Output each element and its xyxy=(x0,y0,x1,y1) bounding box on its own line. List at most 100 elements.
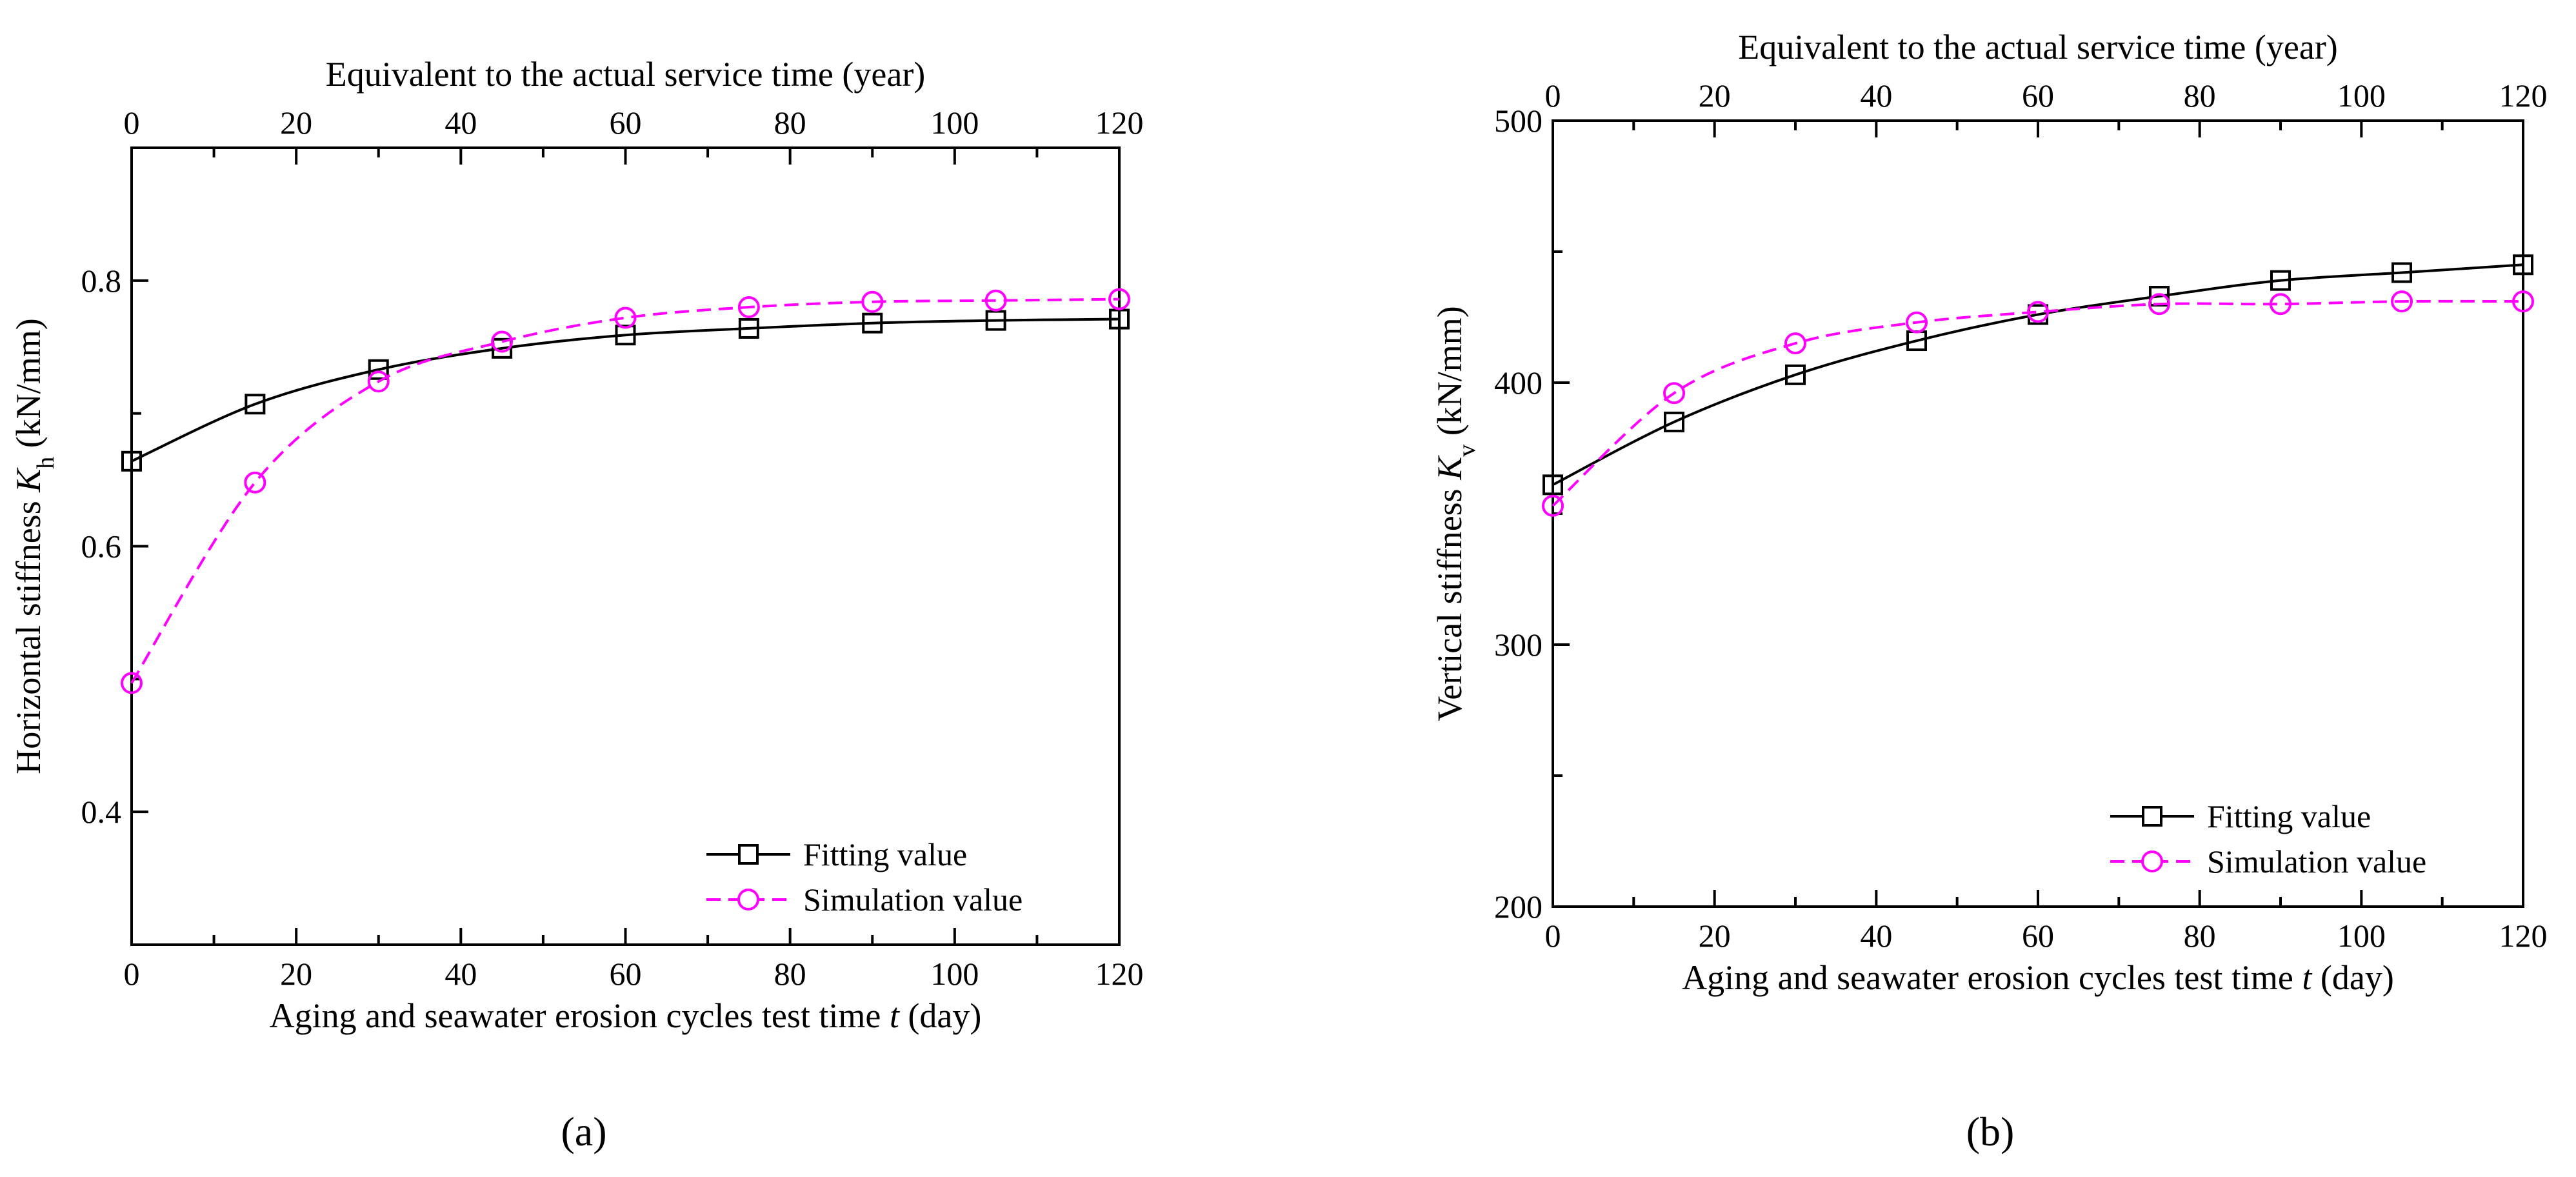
x-tick-label: 20 xyxy=(280,956,312,992)
legend-marker-simulation xyxy=(737,889,759,910)
x-axis-title-part: (day) xyxy=(2311,958,2393,997)
plot-frame xyxy=(130,146,1121,946)
y-tick-label: 0.4 xyxy=(81,794,122,830)
series-line-fitting xyxy=(1552,263,2524,487)
data-point-fitting xyxy=(368,359,389,380)
data-point-simulation xyxy=(737,296,760,318)
x-tick-label: 60 xyxy=(2022,918,2054,954)
x-axis-title: Aging and seawater erosion cycles test t… xyxy=(270,996,982,1035)
data-point-simulation xyxy=(1784,332,1806,355)
legend-marker-simulation xyxy=(2141,850,2163,872)
x-tick-label: 60 xyxy=(610,956,642,992)
data-point-simulation xyxy=(984,289,1007,312)
data-point-simulation xyxy=(367,370,390,393)
legend-label-simulation: Simulation value xyxy=(2207,843,2426,880)
x2-tick-label: 0 xyxy=(1545,77,1561,114)
series-line-simulation xyxy=(130,297,1120,684)
x-axis-title-part: Aging and seawater erosion cycles test t… xyxy=(270,996,890,1035)
y-axis-title-part: (kN/mm) xyxy=(9,318,48,456)
data-point-simulation xyxy=(2391,290,2413,313)
x-axis-title-part: t xyxy=(2302,958,2313,997)
legend-label-simulation: Simulation value xyxy=(803,881,1023,918)
data-point-simulation xyxy=(1906,311,1928,334)
x2-axis-title: Equivalent to the actual service time (y… xyxy=(1738,28,2338,66)
data-point-simulation xyxy=(2027,301,2049,323)
data-point-simulation xyxy=(861,290,884,313)
x-tick-label: 40 xyxy=(444,956,477,992)
x-tick-label: 100 xyxy=(930,956,979,992)
y-axis-title-part: Horizontal stiffness xyxy=(9,492,48,774)
x2-tick-label: 40 xyxy=(444,105,477,141)
chart-panel-a: 0 20 40 60 80 100 120 0 20 40 60 80 100 120 0.4 0.6 0.8 A… xyxy=(9,55,1144,1035)
x-axis-title-part: t xyxy=(890,996,901,1035)
y-tick-label: 0.6 xyxy=(81,528,122,565)
data-point-simulation xyxy=(1542,494,1564,517)
panel-label-a: (a) xyxy=(561,1109,606,1154)
x-tick-label: 100 xyxy=(2337,918,2386,954)
y-axis-title-part: K xyxy=(1430,455,1469,481)
data-point-fitting xyxy=(245,394,266,415)
data-point-simulation xyxy=(121,672,143,694)
data-point-fitting xyxy=(1543,474,1563,496)
x-tick-label: 80 xyxy=(2184,918,2216,954)
data-point-fitting xyxy=(1785,364,1806,385)
y-tick-label: 400 xyxy=(1494,365,1543,401)
x2-tick-label: 0 xyxy=(124,105,140,141)
x2-tick-label: 80 xyxy=(774,105,806,141)
series-line-fitting xyxy=(131,317,1120,463)
plot-frame xyxy=(1552,119,2524,908)
data-point-simulation xyxy=(1663,382,1685,405)
y-tick-label: 500 xyxy=(1494,103,1543,139)
legend-marker-fitting xyxy=(738,844,759,865)
data-point-simulation xyxy=(491,330,514,353)
series-line-simulation xyxy=(1552,299,2524,507)
y-axis-title: Horizontal stiffness Kh (kN/mm) xyxy=(9,318,59,774)
x2-tick-label: 60 xyxy=(610,105,642,141)
data-point-fitting xyxy=(2391,262,2412,283)
y-axis-title-part: (kN/mm) xyxy=(1430,306,1469,444)
data-point-fitting xyxy=(2270,270,2291,291)
data-point-simulation xyxy=(2148,293,2170,316)
data-point-fitting xyxy=(121,450,142,472)
y-axis-title-part: Vertical stiffness xyxy=(1430,480,1469,721)
y-tick-label: 200 xyxy=(1494,889,1543,925)
y-axis-title: Vertical stiffness Kv (kN/mm) xyxy=(1430,306,1481,721)
data-point-simulation xyxy=(614,307,637,329)
data-point-simulation xyxy=(2512,290,2534,313)
x-tick-label: 40 xyxy=(1860,918,1892,954)
legend-marker-fitting xyxy=(2142,806,2162,827)
x-tick-label: 80 xyxy=(774,956,806,992)
x2-tick-label: 120 xyxy=(2499,77,2548,114)
x2-tick-label: 120 xyxy=(1095,105,1144,141)
data-point-simulation xyxy=(1108,288,1130,310)
x2-tick-label: 80 xyxy=(2184,77,2216,114)
x2-tick-label: 20 xyxy=(280,105,312,141)
x-axis-title-part: (day) xyxy=(899,996,981,1035)
data-point-fitting xyxy=(738,317,759,339)
x2-tick-label: 100 xyxy=(930,105,979,141)
x2-tick-label: 20 xyxy=(1699,77,1731,114)
data-point-fitting xyxy=(615,325,636,346)
x-tick-label: 120 xyxy=(2499,918,2548,954)
x-tick-label: 0 xyxy=(1545,918,1561,954)
y-axis-title-part: h xyxy=(32,457,59,469)
y-tick-label: 0.8 xyxy=(81,263,122,299)
data-point-fitting xyxy=(492,337,513,359)
panel-label-b: (b) xyxy=(1966,1109,2015,1154)
data-point-fitting xyxy=(2513,254,2533,276)
x2-tick-label: 60 xyxy=(2022,77,2054,114)
data-point-simulation xyxy=(244,471,266,494)
legend-label-fitting: Fitting value xyxy=(2207,798,2371,834)
x2-tick-label: 40 xyxy=(1860,77,1892,114)
chart-panel-b: 0 20 40 60 80 100 120 0 20 40 60 80 100 120 200 300 400 5… xyxy=(1430,28,2548,997)
data-point-fitting xyxy=(862,312,883,334)
data-point-fitting xyxy=(1664,411,1684,432)
y-axis-title-part: v xyxy=(1453,445,1481,457)
legend-label-fitting: Fitting value xyxy=(803,836,967,872)
x-tick-label: 120 xyxy=(1095,956,1144,992)
data-point-simulation xyxy=(2270,293,2291,316)
x2-axis-title: Equivalent to the actual service time (y… xyxy=(326,55,926,94)
x-axis-title: Aging and seawater erosion cycles test t… xyxy=(1682,958,2394,997)
x2-tick-label: 100 xyxy=(2337,77,2386,114)
